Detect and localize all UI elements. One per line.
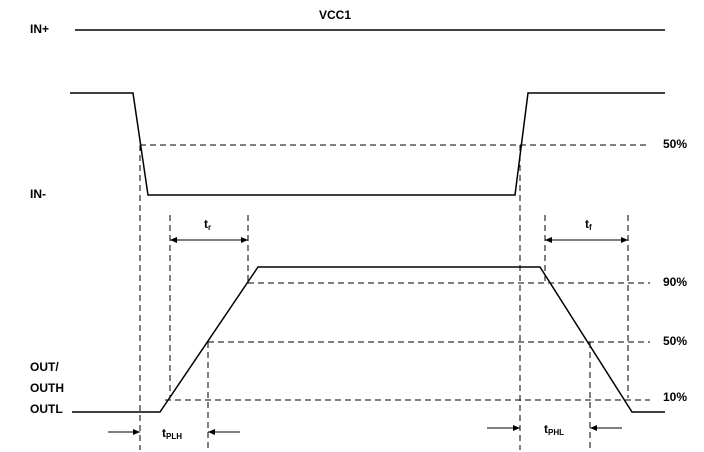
in-minus-label: IN- — [30, 187, 46, 201]
level-label: 50% — [663, 334, 687, 348]
tphl-label: tPHL — [544, 422, 564, 437]
rise-time-label: tr — [204, 217, 211, 232]
in-minus-wave — [70, 92, 665, 196]
in-plus-label: IN+ — [30, 22, 49, 36]
out-label: OUTL — [30, 402, 63, 416]
fall-time-label: tf — [585, 217, 592, 232]
level-label: 90% — [663, 275, 687, 289]
out-wave — [72, 266, 665, 413]
tplh-label: tPLH — [162, 426, 182, 441]
level-label: 10% — [663, 390, 687, 404]
out-label: OUTH — [30, 381, 64, 395]
vcc-label: VCC1 — [319, 8, 351, 22]
level-label: 50% — [663, 137, 687, 151]
out-label: OUT/ — [30, 360, 59, 374]
